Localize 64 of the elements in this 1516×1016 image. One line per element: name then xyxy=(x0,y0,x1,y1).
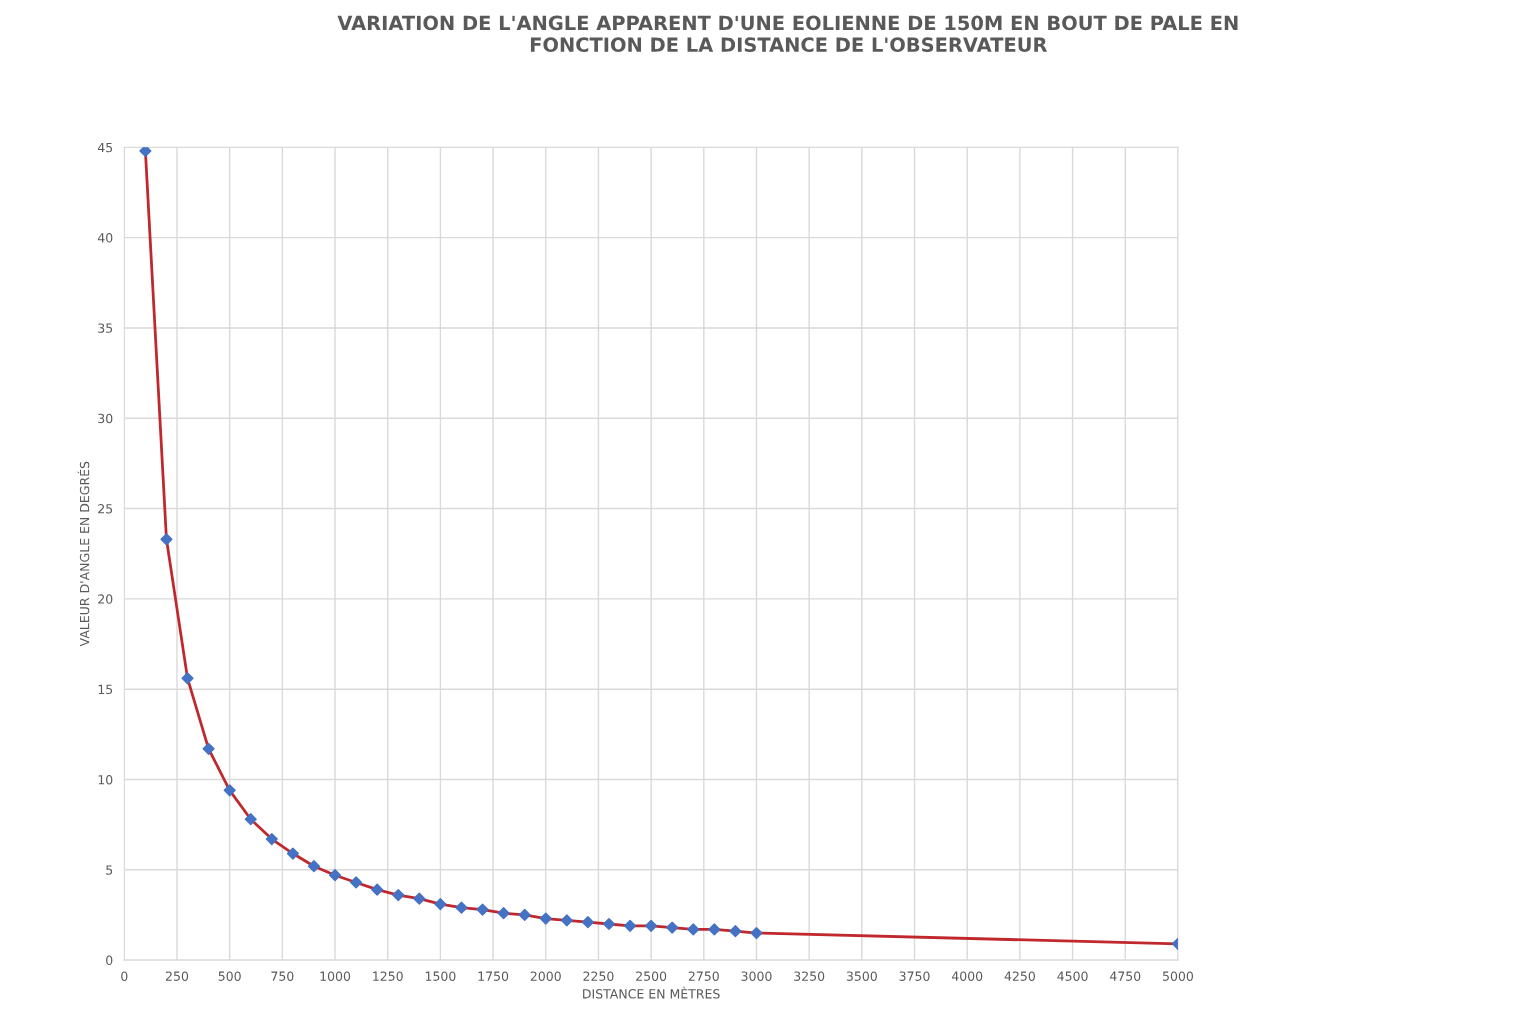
x-tick-label: 2000 xyxy=(530,971,561,981)
point xyxy=(666,921,679,934)
x-tick-label: 750 xyxy=(271,971,294,981)
x-tick-label: 1250 xyxy=(373,971,403,981)
point xyxy=(392,889,405,902)
point xyxy=(434,898,447,911)
point xyxy=(518,908,531,922)
x-tick-label: 1500 xyxy=(425,971,456,981)
x-tick-label: 2250 xyxy=(583,971,614,981)
x-tick-label: 4500 xyxy=(1057,971,1088,981)
point xyxy=(413,892,426,905)
x-tick-label: 3750 xyxy=(899,971,930,981)
point xyxy=(328,869,342,882)
point xyxy=(560,914,573,927)
point xyxy=(645,919,658,932)
point xyxy=(623,919,637,932)
point xyxy=(181,672,194,685)
chart-title: VARIATION DE L'ANGLE APPARENT D'UNE EOLIENNE DE 150M EN BOUT DE PALE EN FONCTION DE LA DISTANCE DE L'OBSERVATEUR xyxy=(337,15,1238,53)
x-tick-label: 4750 xyxy=(1109,971,1141,981)
x-tick-label: 500 xyxy=(218,971,241,981)
point xyxy=(581,916,594,929)
point xyxy=(750,926,763,940)
y-tick-label: 15 xyxy=(98,684,113,695)
point xyxy=(729,925,742,938)
x-axis-title: DISTANCE EN MÈTRES xyxy=(583,986,720,999)
y-tick-label: 25 xyxy=(98,504,113,514)
y-tick-label: 45 xyxy=(97,142,113,153)
point xyxy=(223,784,236,797)
point xyxy=(202,742,215,755)
point xyxy=(708,923,721,936)
point xyxy=(244,813,257,826)
y-tick-label: 35 xyxy=(98,323,113,333)
point xyxy=(139,147,152,158)
x-tick-label: 3000 xyxy=(741,971,772,981)
point xyxy=(307,860,321,873)
x-tick-label: 5000 xyxy=(1162,971,1194,981)
y-tick-label: 0 xyxy=(106,955,113,966)
point xyxy=(497,907,510,920)
point xyxy=(265,833,278,846)
point xyxy=(602,917,616,931)
x-tick-label: 250 xyxy=(165,971,189,981)
y-tick-label: 40 xyxy=(97,233,113,243)
point xyxy=(350,876,363,889)
point xyxy=(687,923,700,936)
point xyxy=(286,847,299,860)
y-tick-label: 20 xyxy=(98,594,113,604)
x-tick-label: 1750 xyxy=(478,971,509,981)
y-tick-label: 10 xyxy=(98,774,113,785)
y-tick-label: 5 xyxy=(106,865,113,875)
x-tick-label: 3500 xyxy=(846,971,877,981)
x-tick-label: 3250 xyxy=(794,971,825,981)
point xyxy=(160,533,173,546)
y-axis-title: VALEUR D'ANGLE EN DEGRÉS xyxy=(77,461,90,647)
point xyxy=(476,903,489,916)
x-tick-label: 4250 xyxy=(1004,971,1035,981)
x-tick-label: 1000 xyxy=(320,971,351,981)
point xyxy=(371,883,384,896)
point xyxy=(455,901,468,914)
point xyxy=(539,912,552,925)
y-tick-label: 30 xyxy=(98,413,113,424)
x-tick-label: 2750 xyxy=(688,971,719,981)
x-tick-label: 2500 xyxy=(636,971,667,981)
x-tick-label: 4000 xyxy=(951,971,983,981)
x-tick-label: 0 xyxy=(121,971,128,981)
